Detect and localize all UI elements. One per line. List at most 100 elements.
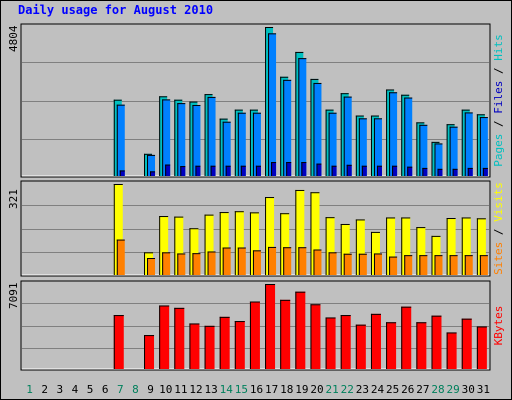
kbytes-bar-day-15 bbox=[234, 321, 245, 369]
label-sites-visits-part-3: Visits bbox=[492, 182, 505, 222]
label-kbytes: KBytes bbox=[492, 306, 505, 346]
pages-bar-day-28 bbox=[437, 168, 443, 176]
visits-bar-day-11 bbox=[174, 216, 184, 275]
visits-bar-day-15 bbox=[234, 211, 244, 275]
day-label-17: 17 bbox=[265, 383, 278, 396]
kbytes-bar-day-29 bbox=[446, 332, 457, 369]
visits-bar-day-18 bbox=[280, 213, 290, 275]
sites-bar-day-10 bbox=[162, 252, 171, 275]
day-label-25: 25 bbox=[386, 383, 399, 396]
day-label-11: 11 bbox=[174, 383, 187, 396]
visits-bar-day-7 bbox=[113, 184, 123, 275]
kbytes-bar-day-22 bbox=[340, 315, 351, 369]
files-bar-day-30 bbox=[464, 112, 473, 176]
day-label-4: 4 bbox=[72, 383, 79, 396]
y-max-label-panel-3: 7091 bbox=[7, 283, 20, 310]
pages-bar-day-21 bbox=[331, 165, 337, 176]
files-bar-day-7 bbox=[116, 104, 125, 176]
pages-bar-day-15 bbox=[240, 165, 246, 176]
kbytes-bar-day-9 bbox=[144, 335, 155, 369]
pages-bar-day-9 bbox=[150, 171, 156, 176]
pages-bar-day-31 bbox=[482, 167, 488, 176]
files-bar-day-13 bbox=[207, 96, 216, 176]
pages-bar-day-7 bbox=[119, 170, 125, 176]
day-label-2: 2 bbox=[41, 383, 48, 396]
sites-bar-day-12 bbox=[192, 253, 201, 275]
label-pages-files-hits-part-5: Hits bbox=[492, 34, 505, 61]
kbytes-bar-day-18 bbox=[280, 299, 291, 369]
day-label-3: 3 bbox=[57, 383, 64, 396]
visits-bar-day-20 bbox=[310, 192, 320, 275]
visits-bar-day-12 bbox=[189, 228, 199, 275]
sites-bar-day-29 bbox=[449, 255, 458, 275]
pages-bar-day-23 bbox=[361, 165, 367, 176]
pages-bar-day-18 bbox=[286, 162, 292, 176]
visits-bar-day-29 bbox=[446, 218, 456, 275]
sites-bar-day-22 bbox=[343, 253, 352, 275]
pages-bar-day-14 bbox=[225, 165, 231, 176]
day-label-27: 27 bbox=[416, 383, 429, 396]
sites-bar-day-18 bbox=[283, 247, 292, 275]
pages-bar-day-20 bbox=[316, 163, 322, 176]
files-bar-day-23 bbox=[358, 118, 367, 176]
label-kbytes-part-1: KBytes bbox=[492, 306, 505, 346]
sites-bar-day-14 bbox=[222, 247, 231, 275]
files-bar-day-24 bbox=[373, 118, 382, 176]
files-bar-day-25 bbox=[389, 92, 398, 176]
kbytes-bar-day-10 bbox=[159, 305, 170, 369]
label-pages-files-hits-part-1: Pages bbox=[492, 134, 505, 167]
label-pages-files-hits: Pages / Files / Hits bbox=[492, 34, 505, 167]
label-sites-visits-part-1: Sites bbox=[492, 242, 505, 275]
sites-bar-day-26 bbox=[404, 255, 413, 275]
visits-bar-day-19 bbox=[295, 189, 305, 275]
label-sites-visits-part-2: / bbox=[492, 222, 505, 242]
pages-bar-day-25 bbox=[392, 165, 398, 176]
files-bar-day-10 bbox=[162, 99, 171, 176]
day-label-26: 26 bbox=[401, 383, 414, 396]
day-label-16: 16 bbox=[250, 383, 263, 396]
kbytes-bar-day-13 bbox=[204, 325, 215, 369]
visits-bar-day-10 bbox=[159, 216, 169, 275]
day-label-18: 18 bbox=[280, 383, 293, 396]
files-bar-day-18 bbox=[283, 79, 292, 176]
visits-bar-day-30 bbox=[461, 217, 471, 275]
pages-bar-day-17 bbox=[271, 162, 277, 176]
day-label-30: 30 bbox=[462, 383, 475, 396]
sites-bar-day-25 bbox=[389, 256, 398, 275]
day-label-31: 31 bbox=[477, 383, 490, 396]
pages-bar-day-12 bbox=[195, 165, 201, 176]
files-bar-day-15 bbox=[237, 112, 246, 176]
y-max-label-panel-2: 321 bbox=[7, 189, 20, 209]
kbytes-bar-day-25 bbox=[386, 322, 397, 369]
pages-bar-day-16 bbox=[255, 165, 261, 176]
kbytes-bar-day-17 bbox=[265, 284, 276, 369]
pages-bar-day-29 bbox=[452, 168, 458, 176]
sites-bar-day-13 bbox=[207, 251, 216, 275]
kbytes-bar-day-27 bbox=[416, 322, 427, 369]
kbytes-bar-day-14 bbox=[219, 316, 230, 369]
day-label-10: 10 bbox=[159, 383, 172, 396]
visits-bar-day-26 bbox=[401, 217, 411, 275]
sites-bar-day-30 bbox=[464, 255, 473, 275]
label-pages-files-hits-part-4: / bbox=[492, 61, 505, 81]
day-label-5: 5 bbox=[87, 383, 94, 396]
day-label-15: 15 bbox=[235, 383, 248, 396]
sites-bar-day-7 bbox=[116, 239, 125, 275]
files-bar-day-14 bbox=[222, 121, 231, 176]
visits-bar-day-23 bbox=[355, 219, 365, 275]
visits-bar-day-21 bbox=[325, 217, 335, 275]
day-label-29: 29 bbox=[447, 383, 460, 396]
files-bar-day-12 bbox=[192, 104, 201, 176]
y-max-label-panel-1: 4804 bbox=[7, 25, 20, 52]
files-bar-day-17 bbox=[268, 33, 277, 177]
day-label-6: 6 bbox=[102, 383, 109, 396]
sites-bar-day-23 bbox=[358, 253, 367, 275]
pages-bar-day-22 bbox=[346, 164, 352, 176]
visits-bar-day-27 bbox=[416, 227, 426, 275]
files-bar-day-28 bbox=[434, 143, 443, 176]
kbytes-bar-day-21 bbox=[325, 317, 336, 369]
sites-bar-day-28 bbox=[434, 255, 443, 275]
day-label-12: 12 bbox=[189, 383, 202, 396]
label-pages-files-hits-part-3: Files bbox=[492, 81, 505, 114]
sites-bar-day-16 bbox=[252, 250, 261, 275]
